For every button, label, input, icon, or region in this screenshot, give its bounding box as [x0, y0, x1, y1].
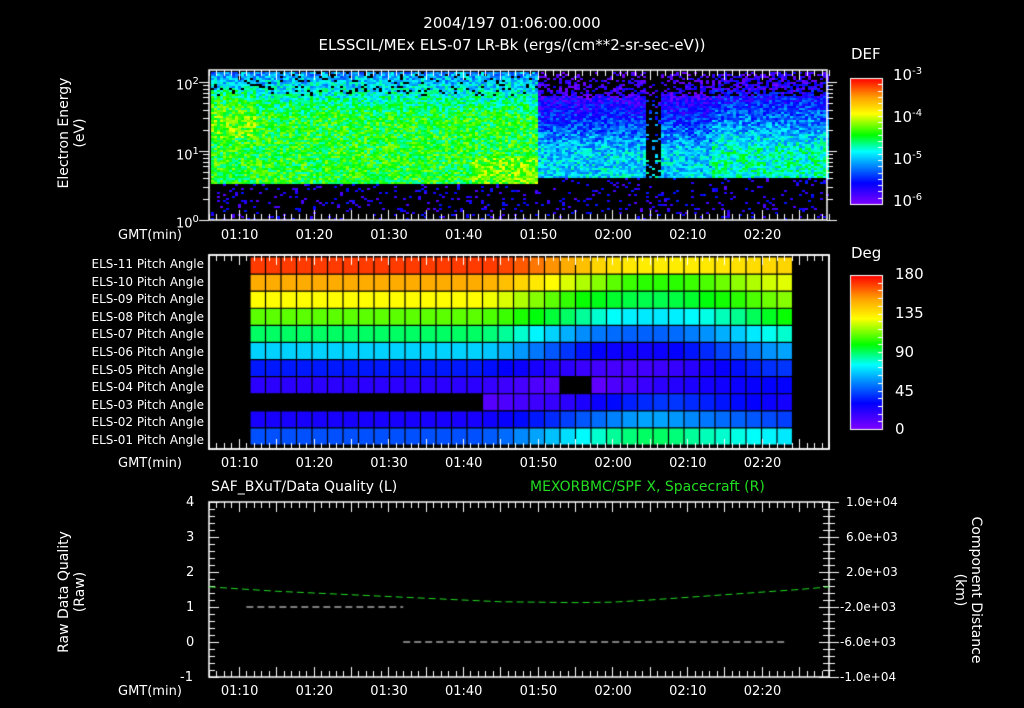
time-tick-label: 01:40 [444, 228, 483, 243]
deg-tick-90: 90 [895, 343, 915, 361]
pitch-angle-row-label: ELS-07 Pitch Angle [91, 327, 204, 342]
energy-axis-label-line1: Electron Energy [56, 77, 72, 189]
deg-tick-0: 0 [895, 420, 905, 438]
time-tick-label: 02:00 [594, 228, 632, 243]
pitch-angle-row-label: ELS-01 Pitch Angle [91, 433, 204, 447]
def-tick-1e-4: 10-4 [893, 108, 923, 126]
time-tick-label: 01:10 [220, 684, 259, 699]
time-axis-label-1: GMT(min) [118, 228, 182, 243]
time-tick-label: 02:10 [669, 228, 707, 243]
distance-tick-label: -1.0e+04 [840, 670, 897, 684]
distance-axis-label-line2: (km) [952, 573, 968, 607]
quality-tick-label: 4 [186, 495, 195, 510]
time-tick-label: 01:20 [295, 228, 334, 243]
plot-subtitle: ELSSCIL/MEx ELS-07 LR-Bk (ergs/(cm**2-sr… [318, 36, 706, 54]
def-colorbar-title: DEF [851, 45, 881, 63]
pitch-angle-row-label: ELS-06 Pitch Angle [91, 345, 204, 359]
time-axis-label-3: GMT(min) [118, 684, 182, 699]
pitch-angle-row-label: ELS-08 Pitch Angle [91, 309, 204, 324]
pitch-angle-row-label: ELS-10 Pitch Angle [91, 274, 204, 289]
time-tick-label: 02:20 [743, 456, 782, 471]
distance-tick-label: 6.0e+03 [846, 530, 898, 544]
def-tick-1e-3: 10-3 [893, 66, 923, 84]
distance-tick-label: 1.0e+04 [846, 495, 898, 509]
energy-tick-1: 100 [176, 214, 199, 232]
pitch-angle-row-label: ELS-04 Pitch Angle [91, 380, 204, 395]
time-tick-label: 02:00 [594, 456, 632, 471]
time-tick-label: 02:10 [669, 456, 707, 471]
def-tick-1e-6: 10-6 [893, 192, 923, 210]
distance-tick-label: 2.0e+03 [846, 565, 898, 579]
deg-tick-180: 180 [895, 265, 924, 283]
quality-tick-label: 3 [186, 530, 195, 545]
time-tick-label: 02:20 [743, 684, 782, 699]
energy-axis-label: Electron Energy (eV) [56, 58, 88, 208]
time-tick-label: 01:20 [295, 456, 334, 471]
pitch-angle-row-label: ELS-09 Pitch Angle [91, 292, 204, 307]
deg-tick-45: 45 [895, 382, 915, 400]
quality-plot-title: SAF_BXuT/Data Quality (L) [211, 479, 398, 495]
distance-tick-label: -2.0e+03 [840, 600, 897, 614]
time-tick-label: 02:00 [594, 684, 632, 699]
spf-plot-title: MEXORBMC/SPF X, Spacecraft (R) [530, 479, 765, 495]
distance-axis-label-line1: Component Distance [968, 516, 984, 664]
deg-tick-135: 135 [895, 304, 924, 322]
distance-axis-label: Component Distance (km) [952, 500, 984, 680]
quality-axis-label-line1: Raw Data Quality [56, 531, 72, 653]
pitch-angle-row-label: ELS-11 Pitch Angle [91, 257, 204, 271]
quality-axis-label: Raw Data Quality (Raw) [56, 512, 88, 672]
quality-tick-label: 1 [186, 600, 195, 615]
energy-tick-100: 102 [176, 76, 199, 94]
quality-tick-label: 0 [186, 635, 195, 650]
pitch-angle-row-label: ELS-02 Pitch Angle [91, 415, 204, 430]
time-tick-label: 02:20 [743, 228, 782, 243]
quality-tick-label: 2 [186, 565, 195, 580]
time-tick-label: 01:10 [220, 228, 259, 243]
pitch-angle-row-label: ELS-03 Pitch Angle [91, 397, 204, 412]
energy-axis-label-line2: (eV) [72, 118, 88, 148]
def-tick-1e-5: 10-5 [893, 150, 923, 168]
pitch-angle-row-label: ELS-05 Pitch Angle [91, 362, 204, 377]
time-tick-label: 01:30 [370, 228, 408, 243]
deg-colorbar-title: Deg [851, 244, 882, 262]
plot-timestamp: 2004/197 01:06:00.000 [423, 14, 601, 32]
time-tick-label: 01:20 [295, 684, 334, 699]
distance-tick-label: -6.0e+03 [840, 635, 897, 649]
time-tick-label: 01:50 [519, 684, 558, 699]
time-axis-label-2: GMT(min) [118, 456, 182, 471]
time-tick-label: 01:40 [444, 456, 483, 471]
time-tick-label: 01:50 [519, 228, 558, 243]
time-tick-label: 01:30 [370, 684, 408, 699]
time-tick-label: 01:10 [220, 456, 259, 471]
time-tick-label: 01:30 [370, 456, 408, 471]
quality-tick-label: -1 [180, 670, 193, 685]
time-tick-label: 02:10 [669, 684, 707, 699]
quality-axis-label-line2: (Raw) [72, 571, 88, 613]
energy-tick-10: 101 [176, 146, 199, 164]
time-tick-label: 01:50 [519, 456, 558, 471]
time-tick-label: 01:40 [444, 684, 483, 699]
